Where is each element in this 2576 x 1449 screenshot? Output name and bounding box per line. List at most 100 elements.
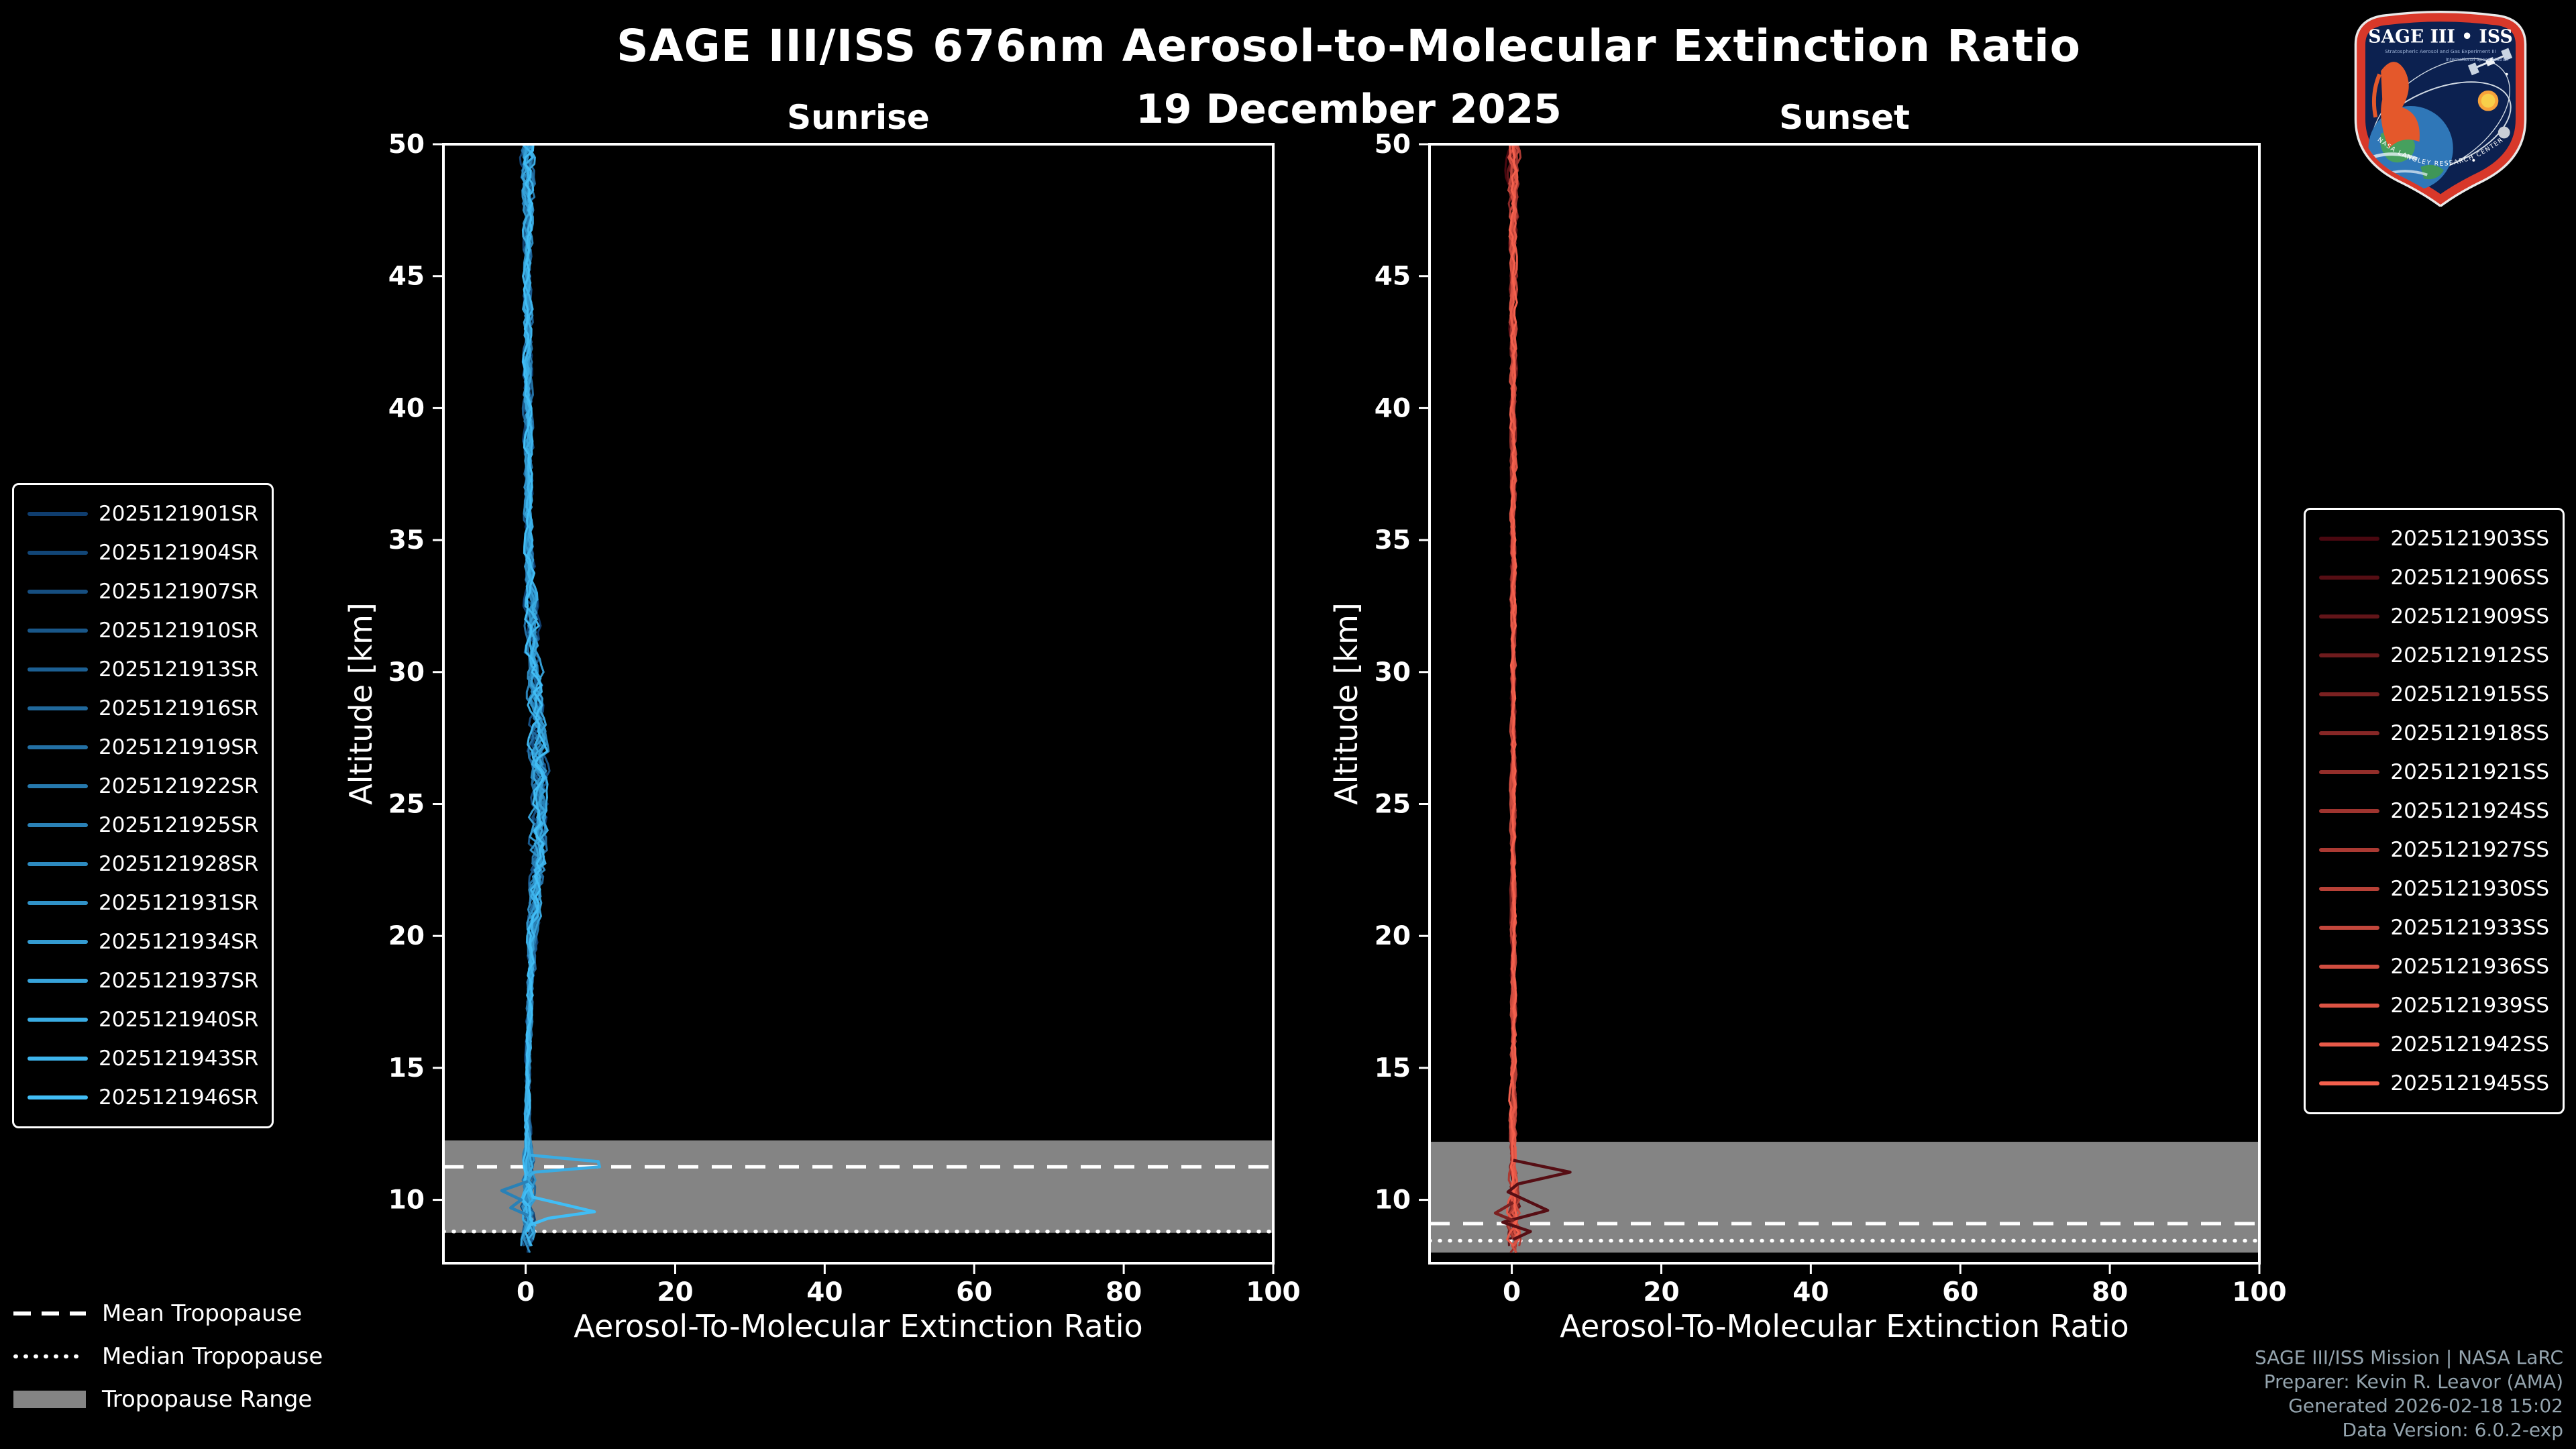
legend-item-label: 2025121934SR — [99, 930, 259, 954]
tropopause-range-band — [443, 1140, 1273, 1233]
y-tick-label: 50 — [1375, 129, 1411, 160]
legend-item: 2025121943SR — [28, 1039, 258, 1078]
legend-item-label: 2025121937SR — [99, 969, 259, 993]
legend-item-label: 2025121916SR — [99, 696, 259, 720]
legend-item-label: 2025121930SS — [2390, 877, 2549, 901]
logo-iss-panel — [2467, 62, 2479, 76]
legend-item-label: 2025121915SS — [2390, 682, 2549, 706]
legend-line-swatch — [28, 862, 88, 866]
y-tick-label: 30 — [1375, 657, 1411, 688]
legend-item: 2025121921SS — [2319, 753, 2549, 792]
y-tick-label: 25 — [388, 789, 425, 819]
legend-item: 2025121946SR — [28, 1078, 258, 1117]
logo-iss-panel — [2501, 48, 2513, 61]
legend-line-swatch — [2319, 692, 2380, 696]
legend-item-label: 2025121945SS — [2390, 1071, 2549, 1095]
legend-item: 2025121909SS — [2319, 597, 2549, 636]
legend-item: 2025121904SR — [28, 533, 258, 572]
legend-line-swatch — [28, 551, 88, 555]
tropopause-range-label: Tropopause Range — [102, 1386, 313, 1413]
legend-item-label: 2025121913SR — [99, 657, 259, 682]
logo-earth-cloud — [2372, 152, 2418, 161]
mean-tropopause-dash-icon — [13, 1311, 86, 1316]
legend-item: 2025121930SS — [2319, 869, 2549, 908]
legend-item-label: 2025121946SR — [99, 1085, 259, 1110]
x-tick-label: 0 — [1503, 1277, 1521, 1307]
legend-line-swatch — [2319, 576, 2380, 580]
legend-line-swatch — [2319, 653, 2380, 657]
legend-line-swatch — [2319, 1081, 2380, 1085]
legend-item-label: 2025121925SR — [99, 813, 259, 837]
legend-line-swatch — [2319, 731, 2380, 735]
sunset-y-axis-label: Altitude [km] — [1328, 602, 1364, 805]
y-tick-label: 20 — [1375, 921, 1411, 951]
legend-item: 2025121910SR — [28, 611, 258, 650]
legend-item-label: 2025121931SR — [99, 891, 259, 915]
legend-line-swatch — [28, 940, 88, 944]
y-tick-label: 35 — [388, 525, 425, 555]
legend-line-swatch — [28, 823, 88, 827]
legend-item: 2025121937SR — [28, 961, 258, 1000]
x-tick-label: 40 — [806, 1277, 843, 1307]
logo-subtitle-right: International Space Station — [2445, 57, 2508, 62]
legend-item: 2025121903SS — [2319, 519, 2549, 558]
legend-item: 2025121919SR — [28, 728, 258, 767]
x-tick-label: 60 — [1942, 1277, 1978, 1307]
legend-line-swatch — [2319, 926, 2380, 930]
legend-line-swatch — [28, 745, 88, 749]
y-tick-label: 40 — [1375, 393, 1411, 423]
plot-frame — [1428, 143, 2261, 1265]
plot-frame — [442, 143, 1275, 1265]
y-tick-label: 20 — [388, 921, 425, 951]
legend-item-label: 2025121928SR — [99, 852, 259, 876]
legend-item-label: 2025121936SS — [2390, 955, 2549, 979]
x-tick-label: 60 — [956, 1277, 992, 1307]
legend-item-label: 2025121919SR — [99, 735, 259, 759]
logo-moon-icon — [2498, 126, 2510, 139]
legend-item: 2025121939SS — [2319, 986, 2549, 1025]
profile-line-2025121942SS — [1506, 144, 1519, 1247]
profile-spike — [527, 1153, 602, 1178]
legend-item-label: 2025121903SS — [2390, 527, 2549, 551]
median-tropopause-legend-row: Median Tropopause — [13, 1338, 323, 1375]
legend-line-swatch — [28, 590, 88, 594]
legend-item-label: 2025121940SR — [99, 1008, 259, 1032]
sunrise-legend: 2025121901SR 2025121904SR 2025121907SR 2025… — [12, 483, 274, 1128]
tropopause-range-swatch-icon — [13, 1391, 86, 1408]
legend-item-label: 2025121901SR — [99, 502, 259, 526]
y-tick-label: 10 — [1375, 1185, 1411, 1216]
legend-item-label: 2025121904SR — [99, 541, 259, 565]
legend-item: 2025121916SR — [28, 689, 258, 728]
legend-item-label: 2025121924SS — [2390, 799, 2549, 823]
legend-line-swatch — [28, 979, 88, 983]
legend-line-swatch — [28, 1057, 88, 1061]
x-tick-label: 80 — [2092, 1277, 2128, 1307]
footer-credits: SAGE III/ISS Mission | NASA LaRC Prepare… — [2255, 1346, 2563, 1442]
x-tick-label: 100 — [2232, 1277, 2286, 1307]
x-tick-label: 40 — [1792, 1277, 1829, 1307]
legend-line-swatch — [2319, 887, 2380, 891]
y-tick-label: 45 — [1375, 262, 1411, 292]
tropopause-range-band — [1430, 1142, 2259, 1253]
legend-item-label: 2025121906SS — [2390, 566, 2549, 590]
y-tick-label: 35 — [1375, 525, 1411, 555]
mean-tropopause-legend-row: Mean Tropopause — [13, 1295, 323, 1332]
legend-item: 2025121940SR — [28, 1000, 258, 1039]
legend-item: 2025121924SS — [2319, 792, 2549, 830]
legend-item-label: 2025121922SR — [99, 774, 259, 798]
footer-generated-line: Generated 2026-02-18 15:02 — [2288, 1395, 2563, 1417]
legend-item: 2025121913SR — [28, 650, 258, 689]
footer-mission-line: SAGE III/ISS Mission | NASA LaRC — [2255, 1346, 2563, 1368]
legend-item-label: 2025121910SR — [99, 619, 259, 643]
x-tick-label: 0 — [517, 1277, 535, 1307]
y-tick-label: 50 — [388, 129, 425, 160]
legend-item: 2025121915SS — [2319, 675, 2549, 714]
legend-item: 2025121931SR — [28, 883, 258, 922]
x-tick-label: 80 — [1106, 1277, 1142, 1307]
x-tick-label: 100 — [1246, 1277, 1300, 1307]
legend-item-label: 2025121907SR — [99, 580, 259, 604]
legend-item: 2025121942SS — [2319, 1025, 2549, 1064]
legend-item: 2025121933SS — [2319, 908, 2549, 947]
footer-preparer-line: Preparer: Kevin R. Leavor (AMA) — [2263, 1371, 2563, 1393]
legend-item: 2025121928SR — [28, 845, 258, 883]
